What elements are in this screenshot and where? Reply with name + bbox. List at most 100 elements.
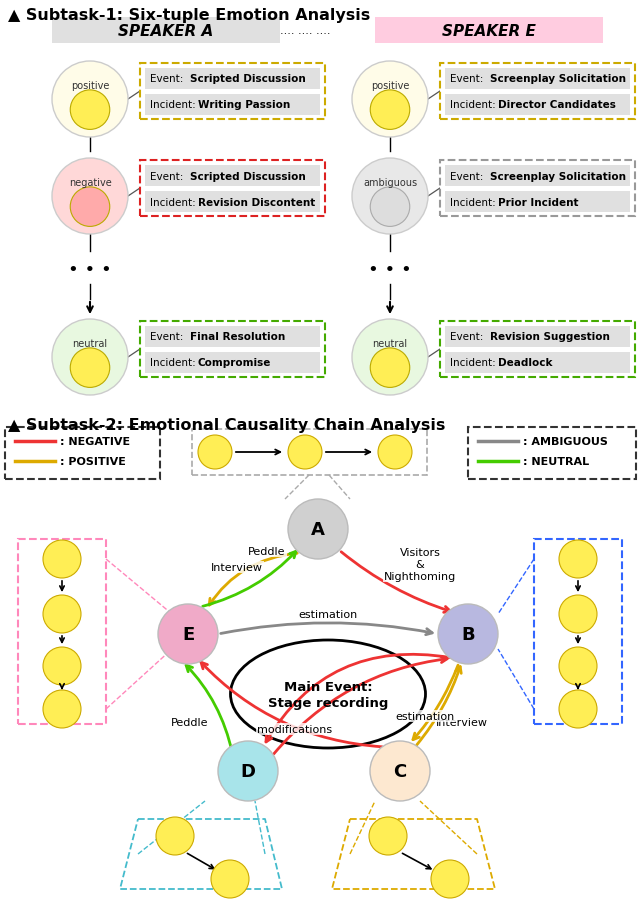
Text: Incident:: Incident: [150,100,196,110]
Bar [145,165,320,187]
Circle shape [158,605,218,664]
Text: A: A [311,520,325,539]
Bar [445,95,630,116]
Text: : NEGATIVE: : NEGATIVE [60,437,130,447]
Text: Incident:: Incident: [450,100,496,110]
Circle shape [370,187,410,227]
Bar [440,64,635,119]
Text: Interview: Interview [211,562,263,573]
Text: Event:: Event: [450,74,483,85]
Text: Event:: Event: [150,74,184,85]
Text: Event:: Event: [450,332,483,342]
Circle shape [70,91,110,130]
Text: Scripted Discussion: Scripted Discussion [190,74,306,85]
Bar [140,64,325,119]
Text: Director Candidates: Director Candidates [498,100,616,110]
Circle shape [43,540,81,578]
Text: B: B [461,625,475,643]
Circle shape [370,91,410,130]
Bar [375,18,603,44]
Text: SPEAKER A: SPEAKER A [118,24,214,39]
Text: Peddle: Peddle [248,547,285,556]
Text: Incident:: Incident: [450,198,496,208]
Text: neutral: neutral [72,338,108,348]
Text: ▲ Subtask-2: Emotional Causality Chain Analysis: ▲ Subtask-2: Emotional Causality Chain A… [8,417,445,433]
Text: Revision Discontent: Revision Discontent [198,198,316,208]
Bar [18,539,106,724]
Text: Event:: Event: [450,171,483,181]
Bar [534,539,622,724]
Text: neutral: neutral [372,338,408,348]
Text: Prior Incident: Prior Incident [498,198,579,208]
Circle shape [70,187,110,227]
Bar [140,161,325,217]
Text: Peddle: Peddle [172,717,209,727]
Bar [445,192,630,213]
Circle shape [559,690,597,728]
Ellipse shape [230,641,426,748]
Circle shape [369,817,407,855]
Bar [145,326,320,347]
Bar [445,69,630,90]
Circle shape [52,320,128,395]
Text: Compromise: Compromise [198,358,271,369]
Text: Event:: Event: [150,332,184,342]
Text: Scripted Discussion: Scripted Discussion [190,171,306,181]
Bar [445,326,630,347]
Bar [145,192,320,213]
Text: Final Resolution: Final Resolution [190,332,285,342]
Circle shape [352,62,428,138]
Circle shape [198,436,232,470]
Circle shape [352,159,428,234]
Circle shape [559,540,597,578]
Text: : NEUTRAL: : NEUTRAL [523,457,589,467]
Text: Revision Suggestion: Revision Suggestion [490,332,610,342]
Text: Screenplay Solicitation: Screenplay Solicitation [490,171,626,181]
Text: Stage recording: Stage recording [268,697,388,709]
Text: • • •: • • • [368,261,412,278]
Text: Main Event:: Main Event: [284,681,372,694]
Circle shape [370,742,430,801]
Circle shape [370,348,410,388]
Bar [5,427,160,480]
Text: estimation: estimation [298,609,358,619]
Bar [445,165,630,187]
Text: : AMBIGUOUS: : AMBIGUOUS [523,437,608,447]
Text: C: C [394,762,406,780]
Text: D: D [241,762,255,780]
Bar [440,322,635,378]
Circle shape [559,647,597,686]
Text: Visitors
&
Nighthoming: Visitors & Nighthoming [384,548,456,581]
Circle shape [378,436,412,470]
Text: • • •: • • • [68,261,112,278]
Circle shape [431,860,469,898]
Circle shape [218,742,278,801]
Text: Incident:: Incident: [450,358,496,369]
Text: positive: positive [371,81,409,90]
Text: estimation: estimation [396,711,455,721]
Bar [440,161,635,217]
Bar [52,18,280,44]
Circle shape [52,62,128,138]
Text: negative: negative [68,177,111,187]
Text: Incident:: Incident: [150,198,196,208]
Circle shape [352,320,428,395]
Text: modifications: modifications [257,724,333,734]
Bar [145,95,320,116]
Circle shape [70,348,110,388]
Text: SPEAKER E: SPEAKER E [442,24,536,39]
Circle shape [43,690,81,728]
Text: ambiguous: ambiguous [363,177,417,187]
Bar [145,69,320,90]
Circle shape [288,436,322,470]
Bar [145,353,320,374]
Text: Screenplay Solicitation: Screenplay Solicitation [490,74,626,85]
Circle shape [211,860,249,898]
Circle shape [52,159,128,234]
Circle shape [156,817,194,855]
Circle shape [288,499,348,560]
Text: ▲ Subtask-1: Six-tuple Emotion Analysis: ▲ Subtask-1: Six-tuple Emotion Analysis [8,8,371,23]
Bar [192,429,427,475]
Text: : POSITIVE: : POSITIVE [60,457,126,467]
Text: E: E [182,625,194,643]
